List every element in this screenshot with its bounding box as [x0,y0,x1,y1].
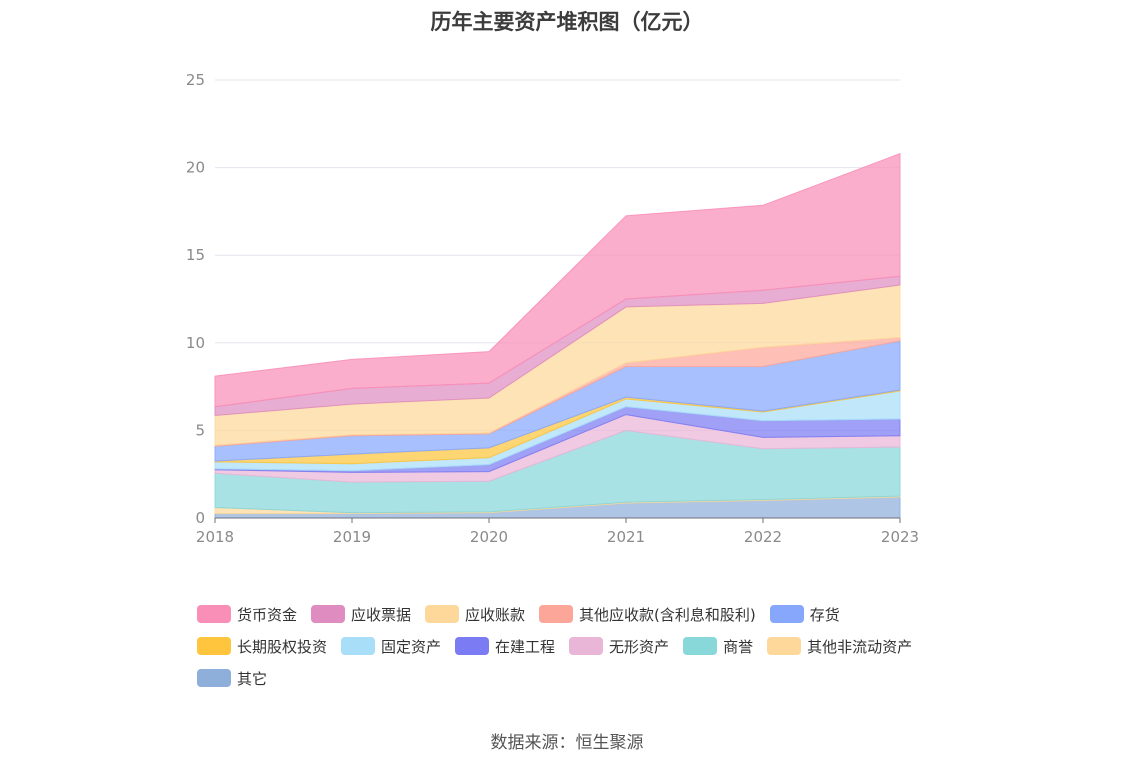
legend-swatch [425,605,460,623]
legend-swatch [341,637,376,655]
legend-swatch [767,637,802,655]
x-tick-label: 2020 [470,528,508,546]
legend-item[interactable]: 货币资金 [197,604,297,625]
legend-swatch [311,605,346,623]
legend-item[interactable]: 存货 [769,604,840,625]
y-tick-label: 20 [186,159,205,177]
legend-label: 存货 [809,605,840,624]
y-tick-label: 10 [186,334,205,352]
legend-row: 长期股权投资 固定资产 在建工程 无形资产 商誉 其他非流动资产 [197,630,957,662]
legend-label: 无形资产 [609,637,670,656]
y-tick-label: 25 [186,71,205,89]
legend-item[interactable]: 其他非流动资产 [767,636,912,657]
legend-label: 应收账款 [465,605,526,624]
x-tick-label: 2019 [333,528,371,546]
legend-item[interactable]: 长期股权投资 [197,636,327,657]
y-tick-label: 0 [195,509,205,527]
legend-label: 在建工程 [495,637,556,656]
legend-item[interactable]: 应收账款 [425,604,525,625]
legend-swatch [539,605,574,623]
legend-label: 其他非流动资产 [807,637,913,656]
area-货币资金 [214,152,901,408]
legend-row: 货币资金 应收票据 应收账款 其他应收款(含利息和股利) 存货 [197,598,957,630]
stacked-area-chart: 0 5 10 15 20 25 2018 2019 2020 2021 2022 2023 [186,71,919,546]
legend-item[interactable]: 固定资产 [341,636,441,657]
legend-item[interactable]: 其它 [197,668,267,689]
legend-item[interactable]: 商誉 [683,636,753,657]
legend-item[interactable]: 无形资产 [569,636,669,657]
chart-title: 历年主要资产堆积图（亿元） [430,10,704,34]
legend-label: 应收票据 [351,605,412,624]
data-source-note: 数据来源：恒生聚源 [490,733,644,753]
legend-item[interactable]: 应收票据 [311,604,411,625]
legend-swatch [683,637,718,655]
legend-swatch [569,637,604,655]
y-tick-label: 5 [195,421,205,439]
y-tick-label: 15 [186,246,205,264]
x-tick-label: 2022 [744,528,782,546]
legend-swatch [197,637,231,655]
legend-item[interactable]: 在建工程 [455,636,555,657]
legend-label: 长期股权投资 [237,637,328,656]
legend: 货币资金 应收票据 应收账款 其他应收款(含利息和股利) 存货长期股权投资 固定资产 在建工… [197,598,957,694]
x-tick-label: 2018 [196,528,234,546]
legend-label: 固定资产 [381,637,442,656]
legend-item[interactable]: 其他应收款(含利息和股利) [539,604,756,625]
legend-swatch [769,605,804,623]
area-series [214,152,901,519]
legend-label: 商誉 [723,637,754,656]
axes: 2018 2019 2020 2021 2022 2023 [196,517,919,546]
legend-swatch [455,637,490,655]
x-tick-label: 2023 [881,528,919,546]
legend-label: 货币资金 [237,605,298,624]
x-tick-label: 2021 [607,528,645,546]
legend-swatch [197,669,231,687]
legend-label: 其他应收款(含利息和股利) [579,605,756,624]
legend-swatch [197,605,231,623]
legend-row: 其它 [197,662,957,694]
legend-label: 其它 [237,669,268,688]
